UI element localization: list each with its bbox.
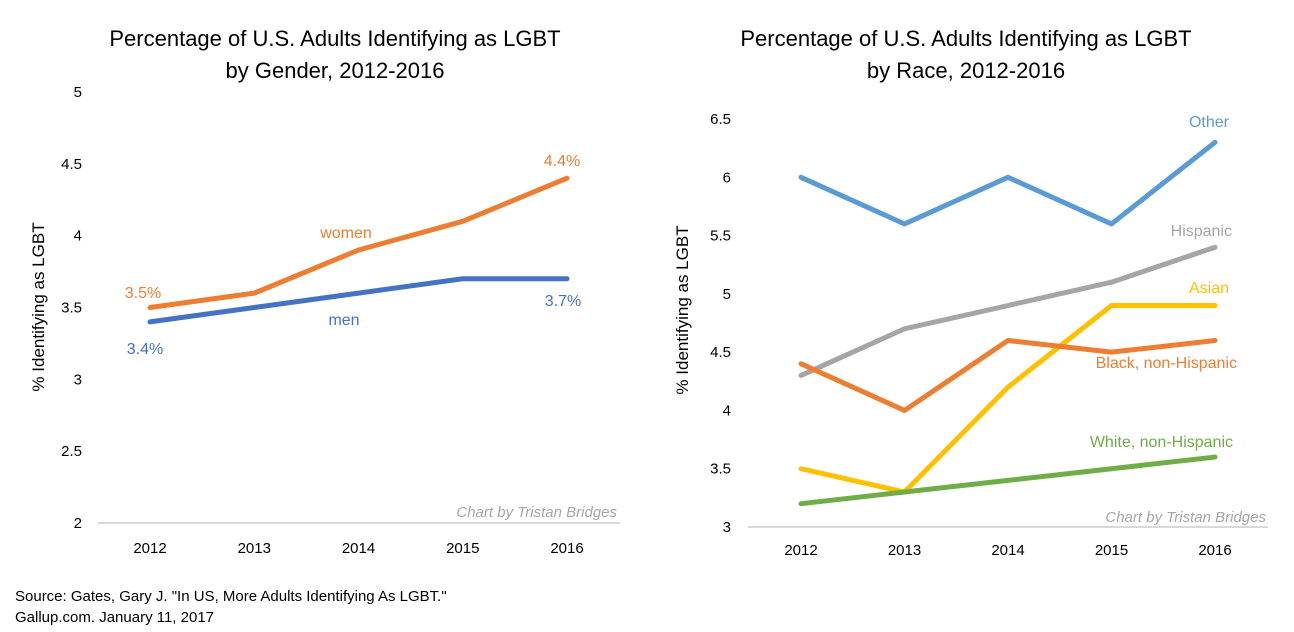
gender-y-tick-label: 3	[74, 371, 82, 388]
race-y-tick-label: 3	[723, 519, 731, 536]
gender-y-tick-label: 4	[74, 228, 82, 245]
source-citation: Source: Gates, Gary J. "In US, More Adul…	[15, 586, 447, 628]
gender-y-tick-label: 4.5	[61, 156, 82, 173]
source-line-2: Gallup.com. January 11, 2017	[15, 609, 215, 626]
series-line-black-non-hispanic	[798, 337, 1218, 413]
data-label-women-2012: 3.5%	[125, 285, 161, 302]
race-x-tick-label: 2014	[991, 542, 1024, 559]
series-line-women	[147, 175, 570, 310]
gender-chart-title-line1: Percentage of U.S. Adults Identifying as…	[109, 26, 560, 51]
race-x-tick-label: 2015	[1095, 542, 1128, 559]
data-label-men-2012: 3.4%	[127, 341, 163, 358]
race-y-tick-label: 3.5	[710, 461, 731, 478]
gender-chart: Percentage of U.S. Adults Identifying as…	[29, 26, 620, 557]
race-x-tick-label: 2012	[784, 542, 817, 559]
label-black-non-hispanic: Black, non-Hispanic	[1096, 355, 1237, 372]
gender-chart-credit: Chart by Tristan Bridges	[456, 504, 617, 521]
data-label-women-2016: 4.4%	[544, 153, 580, 170]
data-label-men-2016: 3.7%	[545, 293, 581, 310]
gender-y-tick-label: 2.5	[61, 443, 82, 460]
gender-x-tick-label: 2014	[342, 540, 375, 557]
race-y-tick-label: 6	[723, 169, 731, 186]
race-x-tick-label: 2016	[1198, 542, 1231, 559]
gender-y-tick-label: 3.5	[61, 300, 82, 317]
race-chart-title-line1: Percentage of U.S. Adults Identifying as…	[740, 26, 1191, 51]
race-chart-title-line2: by Race, 2012-2016	[867, 58, 1065, 83]
label-women: women	[319, 225, 372, 242]
race-y-tick-label: 4.5	[710, 344, 731, 361]
label-hispanic: Hispanic	[1171, 223, 1232, 240]
gender-x-tick-label: 2012	[133, 540, 166, 557]
gender-x-tick-label: 2016	[550, 540, 583, 557]
race-chart-credit: Chart by Tristan Bridges	[1105, 509, 1266, 526]
race-y-tick-label: 6.5	[710, 111, 731, 128]
series-line-other	[798, 139, 1218, 227]
race-chart: Percentage of U.S. Adults Identifying as…	[673, 26, 1268, 559]
label-men: men	[328, 312, 359, 329]
source-line-1: Source: Gates, Gary J. "In US, More Adul…	[15, 588, 447, 605]
label-asian: Asian	[1189, 280, 1229, 297]
race-chart-y-axis-title: % Identifying as LGBT	[673, 225, 692, 394]
label-white-non-hispanic: White, non-Hispanic	[1090, 434, 1233, 451]
gender-y-tick-label: 2	[74, 515, 82, 532]
race-y-tick-label: 4	[723, 402, 731, 419]
gender-chart-title-line2: by Gender, 2012-2016	[226, 58, 445, 83]
race-x-tick-label: 2013	[888, 542, 921, 559]
gender-chart-y-axis-title: % Identifying as LGBT	[29, 222, 48, 391]
race-y-tick-label: 5.5	[710, 228, 731, 245]
gender-y-tick-label: 5	[74, 84, 82, 101]
gender-x-tick-label: 2015	[446, 540, 479, 557]
label-other: Other	[1189, 114, 1230, 131]
gender-x-tick-label: 2013	[238, 540, 271, 557]
race-y-tick-label: 5	[723, 286, 731, 303]
